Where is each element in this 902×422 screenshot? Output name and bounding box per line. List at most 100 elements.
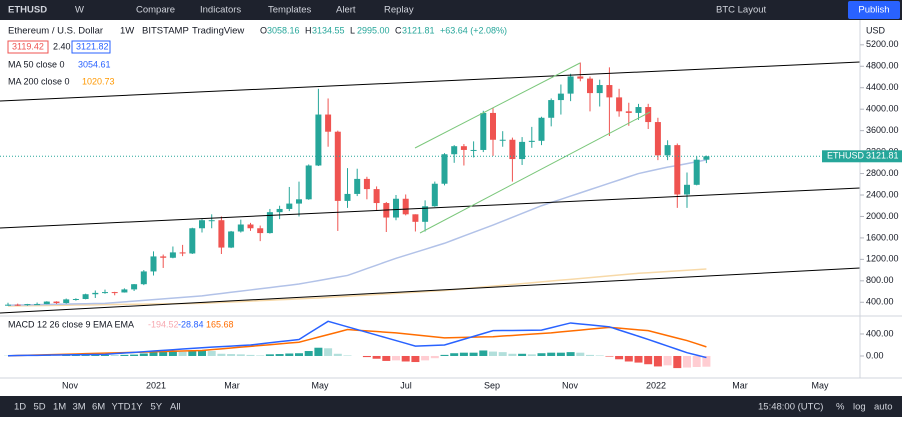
candle-body <box>306 166 312 200</box>
macd-histogram-bar <box>276 354 284 356</box>
candle-body <box>577 76 583 78</box>
range-button[interactable]: 1D <box>14 402 26 413</box>
ohlc-label: H <box>305 25 312 35</box>
candle-body <box>480 113 486 150</box>
x-tick-label: May <box>311 380 329 390</box>
replay-button[interactable]: Replay <box>384 5 414 16</box>
range-button[interactable]: 1M <box>53 402 66 413</box>
compare-button[interactable]: Compare <box>136 5 175 16</box>
macd-histogram-bar <box>664 356 672 365</box>
macd-histogram-bar <box>334 354 342 356</box>
range-button[interactable]: 3M <box>73 402 86 413</box>
signal-line <box>8 327 706 355</box>
candle-body <box>606 85 612 97</box>
candle-body <box>131 284 137 289</box>
candle-body <box>121 289 127 292</box>
range-button[interactable]: All <box>170 402 181 413</box>
range-button[interactable]: 6M <box>92 402 105 413</box>
candle-body <box>548 100 554 118</box>
macd-histogram-bar <box>538 353 546 356</box>
macd-histogram-bar <box>644 356 652 364</box>
range-button[interactable]: 5Y <box>151 402 163 413</box>
candle-body <box>199 220 205 228</box>
candle-body <box>112 292 118 293</box>
indicators-button[interactable]: Indicators <box>200 5 241 16</box>
symbol-button[interactable]: ETHUSD <box>8 5 47 16</box>
candle-body <box>335 132 341 201</box>
macd-histogram-bar <box>567 352 575 356</box>
channel-line <box>415 63 580 148</box>
macd-label: MACD 12 26 close 9 EMA EMA <box>8 319 134 329</box>
ma50-value: 3054.61 <box>78 59 111 69</box>
candle-body <box>238 225 244 232</box>
trendline <box>0 188 860 228</box>
candle-body <box>209 220 215 221</box>
ohlc-label: O <box>260 25 267 35</box>
range-button[interactable]: 1Y <box>131 402 143 413</box>
ma200-label: MA 200 close 0 <box>8 76 70 86</box>
macd-histogram-bar <box>247 355 255 356</box>
currency[interactable]: USD <box>866 25 886 35</box>
y-tick-label: 3600.00 <box>866 125 899 135</box>
macd-histogram-bar <box>285 354 293 356</box>
auto-toggle[interactable]: auto <box>874 402 893 413</box>
candle-body <box>674 145 680 194</box>
macd-histogram-bar <box>217 354 225 356</box>
macd-histogram-bar <box>479 350 487 356</box>
last-price-value: 3121.81 <box>866 151 899 161</box>
y-tick-label: 4000.00 <box>866 104 899 114</box>
candle-body <box>286 204 292 209</box>
macd-signal-value: 165.68 <box>206 319 234 329</box>
x-tick-label: Sep <box>484 380 500 390</box>
legend-interval: 1W <box>120 26 134 37</box>
alert-button[interactable]: Alert <box>336 5 356 16</box>
candle-body <box>703 156 709 159</box>
candle-body <box>529 141 535 142</box>
interval-button[interactable]: W <box>75 5 84 16</box>
y-tick-label: 1200.00 <box>866 254 899 264</box>
macd-histogram-bar <box>470 353 478 356</box>
macd-histogram-bar <box>411 356 419 362</box>
macd-histogram-bar <box>625 356 633 362</box>
macd-histogram-bar <box>528 354 536 356</box>
x-tick-label: Nov <box>562 380 579 390</box>
x-tick-label: 2022 <box>646 380 666 390</box>
layout-button[interactable]: BTC Layout <box>716 5 767 16</box>
macd-histogram-bar <box>120 355 128 356</box>
publish-button[interactable]: Publish <box>858 5 889 16</box>
range-button[interactable]: 5D <box>34 402 46 413</box>
candle-body <box>141 271 147 284</box>
candle-body <box>257 228 263 233</box>
log-toggle[interactable]: log <box>853 402 866 413</box>
templates-button[interactable]: Templates <box>268 5 312 16</box>
candle-body <box>558 94 564 100</box>
candle-body <box>151 256 157 271</box>
candle-body <box>597 85 603 93</box>
macd-histogram-bar <box>266 354 274 356</box>
macd-histogram-bar <box>111 355 119 356</box>
candle-body <box>54 302 60 303</box>
macd-line-value: -28.84 <box>178 319 204 329</box>
macd-histogram-bar <box>305 351 313 356</box>
y-tick-label: 1600.00 <box>866 232 899 242</box>
x-tick-label: Nov <box>62 380 79 390</box>
macd-histogram-bar <box>392 356 400 360</box>
range-button[interactable]: YTD <box>112 402 131 413</box>
candle-body <box>83 294 89 299</box>
candle-body <box>354 179 360 194</box>
ma50-label: MA 50 close 0 <box>8 59 65 69</box>
candle-body <box>189 228 195 253</box>
candle-body <box>345 194 351 201</box>
y-tick-label: 2800.00 <box>866 168 899 178</box>
candle-body <box>63 299 69 303</box>
candle-body <box>160 256 166 257</box>
trendline <box>0 62 860 101</box>
percent-toggle[interactable]: % <box>836 402 845 413</box>
candle-body <box>73 299 79 300</box>
channel-line <box>420 112 650 233</box>
x-tick-label: May <box>811 380 829 390</box>
candle-body <box>34 304 40 305</box>
candle-body <box>451 146 457 154</box>
